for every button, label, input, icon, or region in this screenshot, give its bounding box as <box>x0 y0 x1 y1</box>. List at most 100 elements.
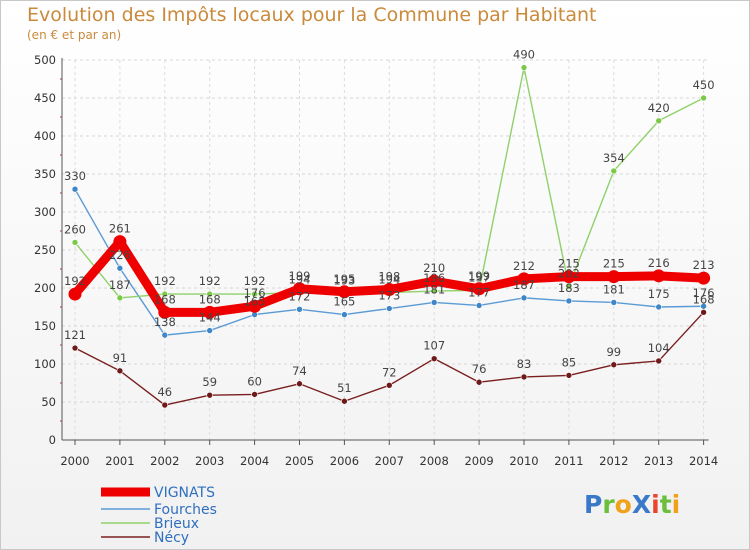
data-label: 144 <box>199 311 221 325</box>
data-point <box>337 285 351 299</box>
data-point <box>158 305 172 319</box>
data-label: 165 <box>244 295 266 309</box>
series-fourches <box>71 185 707 339</box>
logo-letter: r <box>602 490 615 519</box>
series-lines <box>68 64 711 409</box>
data-label: 181 <box>423 282 445 296</box>
y-tick-label: 300 <box>34 205 56 219</box>
data-point <box>610 299 618 306</box>
data-label: 202 <box>558 266 580 280</box>
y-tick-label: 200 <box>34 281 56 295</box>
data-point <box>116 264 124 272</box>
data-label: 99 <box>606 345 621 359</box>
data-point <box>248 299 262 313</box>
data-label: 183 <box>558 281 580 295</box>
x-tick-label: 2010 <box>509 454 538 468</box>
data-point <box>161 290 169 298</box>
data-label: 192 <box>244 274 266 288</box>
chart-subtitle: (en € et par an) <box>27 28 122 42</box>
data-label: 187 <box>109 278 131 292</box>
x-tick-label: 2009 <box>464 454 493 468</box>
data-point <box>565 297 573 305</box>
data-label: 60 <box>247 374 262 388</box>
data-label: 91 <box>113 351 128 365</box>
data-label: 121 <box>64 328 86 342</box>
data-point <box>116 367 124 375</box>
data-point <box>607 270 621 284</box>
data-label: 168 <box>154 292 176 306</box>
data-point <box>697 271 711 285</box>
x-tick-label: 2014 <box>689 454 718 468</box>
x-tick-label: 2008 <box>420 454 449 468</box>
data-label: 83 <box>517 357 532 371</box>
data-label: 194 <box>378 273 400 287</box>
data-point <box>296 380 303 388</box>
x-tick-label: 2013 <box>644 454 673 468</box>
data-label: 226 <box>109 248 131 262</box>
y-tick-label: 150 <box>34 319 56 333</box>
data-label: 212 <box>513 259 535 273</box>
y-tick-label: 350 <box>34 167 56 181</box>
data-label: 192 <box>154 274 176 288</box>
grid-lines <box>62 59 709 441</box>
data-label: 330 <box>64 169 86 183</box>
data-label: 216 <box>648 256 670 270</box>
logo-letter: i <box>651 490 660 519</box>
data-label: 192 <box>64 274 86 288</box>
data-label: 261 <box>109 222 131 236</box>
data-point <box>161 401 169 409</box>
data-point <box>71 344 79 352</box>
data-point <box>251 391 258 398</box>
data-point <box>427 274 441 288</box>
y-tick-label: 500 <box>34 53 56 67</box>
data-label: 215 <box>603 257 625 271</box>
data-label: 187 <box>513 278 535 292</box>
data-label: 210 <box>423 261 445 275</box>
data-point <box>161 331 169 339</box>
chart-title: Evolution des Impôts locaux pour la Comm… <box>27 4 597 26</box>
logo-letter: i <box>671 490 681 519</box>
data-point <box>71 239 79 246</box>
data-point <box>341 397 348 405</box>
data-point <box>206 391 213 399</box>
data-point <box>475 378 483 386</box>
data-label: 74 <box>292 364 307 378</box>
data-label: 181 <box>603 282 625 296</box>
data-label: 46 <box>157 385 172 399</box>
data-label: 172 <box>289 289 311 303</box>
data-point <box>655 303 663 311</box>
data-label: 176 <box>244 286 266 300</box>
data-point <box>475 302 483 309</box>
x-tick-label: 2005 <box>285 454 314 468</box>
data-point <box>385 381 393 389</box>
x-tick-label: 2001 <box>105 454 134 468</box>
y-tick-label: 250 <box>34 243 56 257</box>
data-label: 213 <box>693 258 715 272</box>
y-tick-label: 50 <box>41 395 56 409</box>
data-point <box>382 283 396 297</box>
data-point <box>655 357 663 365</box>
data-point <box>562 270 576 284</box>
x-tick-label: 2000 <box>60 454 89 468</box>
x-tick-label: 2012 <box>599 454 628 468</box>
data-label: 196 <box>423 271 445 285</box>
data-label: 215 <box>558 257 580 271</box>
data-point <box>68 287 82 301</box>
data-point <box>520 373 528 381</box>
data-point <box>517 272 531 286</box>
series-vignats <box>68 235 711 319</box>
legend-label-brieux: Brieux <box>154 516 199 532</box>
data-label: 199 <box>289 269 311 283</box>
y-tick-label: 100 <box>34 357 56 371</box>
logo-letter: X <box>631 490 652 519</box>
data-point <box>700 94 707 102</box>
data-point <box>520 64 528 71</box>
data-point <box>116 294 124 302</box>
data-point <box>430 299 438 306</box>
x-tick-label: 2003 <box>195 454 224 468</box>
data-point <box>655 117 663 125</box>
y-tick-label: 450 <box>34 91 56 105</box>
data-label: 199 <box>468 269 490 283</box>
